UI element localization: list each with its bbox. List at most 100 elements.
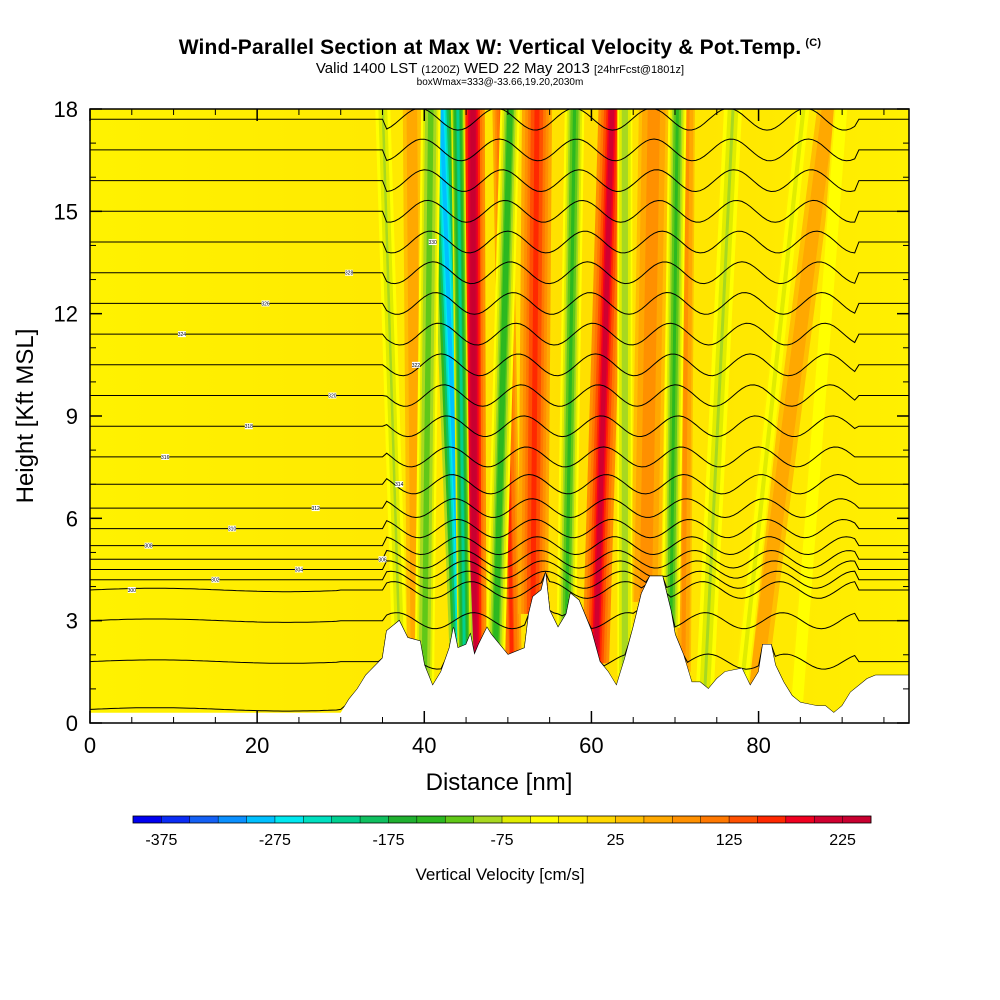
isentrope-label: 328 — [345, 271, 354, 277]
isentrope-label: 330 — [428, 240, 437, 246]
y-tick-label: 15 — [54, 199, 78, 224]
colorbar-swatch — [246, 816, 276, 823]
colorbar-tick-label: 125 — [716, 832, 743, 849]
colorbar: -375 -275 -175 -75 25 125 225 — [132, 815, 872, 849]
isentrope-label-bg — [328, 392, 337, 399]
x-tick-label: 0 — [84, 733, 96, 758]
column-band — [456, 109, 466, 663]
isentrope-label: 318 — [245, 424, 254, 430]
isentrope-line — [90, 199, 909, 223]
isentrope-line — [90, 109, 909, 131]
isentrope-label: 320 — [328, 394, 337, 400]
isentrope-line — [90, 549, 909, 569]
y-axis-title: Height [Kft MSL] — [12, 329, 39, 504]
valid-time-utc: (1200Z) — [421, 64, 460, 76]
valid-date: WED 22 May 2013 — [463, 60, 590, 77]
isentrope-line — [90, 230, 909, 254]
column-band — [752, 109, 831, 696]
isentrope-label: 326 — [261, 301, 270, 307]
column-band — [794, 109, 843, 717]
isentrope-label-bg — [228, 525, 237, 532]
colorbar-swatch — [473, 816, 503, 823]
copyright-mark: (C) — [805, 37, 822, 49]
y-tick-label: 6 — [66, 506, 78, 531]
colorbar-swatch — [558, 816, 588, 823]
isentrope-label-bg — [161, 453, 170, 460]
column-band — [493, 109, 512, 657]
colorbar-swatch — [502, 816, 531, 823]
isentrope-line — [90, 572, 909, 630]
column-band — [682, 109, 689, 672]
column-downdraft-10 — [788, 109, 849, 717]
colorbar-swatch — [785, 816, 815, 823]
x-tick-label: 20 — [245, 733, 269, 758]
column-band — [410, 109, 418, 658]
isentrope-line — [90, 415, 909, 438]
x-tick-label: 40 — [412, 733, 436, 758]
column-downdraft-5 — [617, 109, 633, 676]
isentrope-label: 312 — [311, 506, 320, 512]
y-axis: 0 3 6 9 12 15 18 — [54, 97, 909, 736]
box-info: boxWmax=333@-33.66,19.20,2030m — [416, 77, 584, 88]
isentrope-line — [90, 291, 909, 315]
x-axis-title: Distance [nm] — [426, 769, 573, 796]
colorbar-tick-label: 225 — [829, 832, 856, 849]
colorbar-swatch — [842, 816, 872, 823]
isentrope-line — [90, 384, 909, 407]
colorbar-swatch — [416, 816, 446, 823]
colorbar-swatch — [643, 816, 673, 823]
column-band — [422, 109, 433, 683]
column-band — [470, 109, 477, 672]
isentrope-line — [90, 560, 909, 579]
isentrope-line — [90, 518, 909, 539]
isentrope-label: 324 — [178, 332, 187, 338]
isentrope-label: 300 — [128, 588, 137, 594]
colorbar-swatch — [388, 816, 418, 823]
column-band — [669, 109, 679, 628]
isentrope-label: 308 — [144, 544, 153, 550]
isentrope-line — [90, 353, 909, 377]
chart-title-text: Wind-Parallel Section at Max W: Vertical… — [178, 36, 802, 59]
isentrope-label-bg — [294, 566, 303, 573]
isentrope-label-bg — [428, 239, 437, 246]
isentrope-label-bg — [378, 556, 387, 563]
colorbar-swatch — [672, 816, 701, 823]
isentrope-label: 316 — [161, 455, 170, 461]
isentrope-label-bg — [261, 300, 270, 307]
isentrope-line — [90, 261, 909, 285]
isentrope-label: 306 — [378, 557, 387, 563]
column-band — [530, 109, 540, 614]
colorbar-swatch — [189, 816, 219, 823]
isentrope-label-bg — [395, 481, 404, 488]
isentrope-label-bg — [144, 542, 153, 549]
colorbar-swatch — [700, 816, 730, 823]
isentrope-line — [90, 446, 909, 468]
colorbar-swatch — [161, 816, 191, 823]
valid-time: Valid 1400 LST — [315, 60, 418, 77]
isentrope-line — [90, 498, 909, 519]
isentrope-label-bg — [411, 361, 420, 368]
colorbar-swatch — [729, 816, 758, 823]
colorbar-tick-label: 25 — [607, 832, 625, 849]
isentrope-label-bg — [311, 505, 320, 512]
isentrope-line — [90, 322, 909, 346]
y-tick-label: 9 — [66, 404, 78, 429]
forecast-info: [24hrFcst@1801z] — [594, 64, 685, 76]
column-band — [623, 109, 627, 676]
y-tick-label: 12 — [54, 302, 78, 327]
colorbar-swatch — [587, 816, 616, 823]
y-tick-label: 0 — [66, 711, 78, 736]
isentrope-line — [90, 169, 909, 193]
colorbar-swatch — [133, 816, 162, 823]
isentrope-label: 302 — [211, 578, 220, 584]
colorbar-title: Vertical Velocity [cm/s] — [415, 865, 584, 884]
isentrope-label: 304 — [295, 568, 304, 574]
column-updraft-5 — [630, 109, 669, 602]
colorbar-swatch — [303, 816, 332, 823]
plot-area: 300 302 304 306 308 310 312 314 316 318 320 322 324 3… — [90, 109, 909, 723]
column-band — [381, 109, 401, 638]
isentrope-label: 310 — [228, 527, 237, 533]
isentrope-line — [90, 536, 909, 556]
chart-subtitle: Valid 1400 LST (1200Z) WED 22 May 2013 [… — [0, 60, 1000, 77]
isentrope-label-bg — [211, 576, 220, 583]
